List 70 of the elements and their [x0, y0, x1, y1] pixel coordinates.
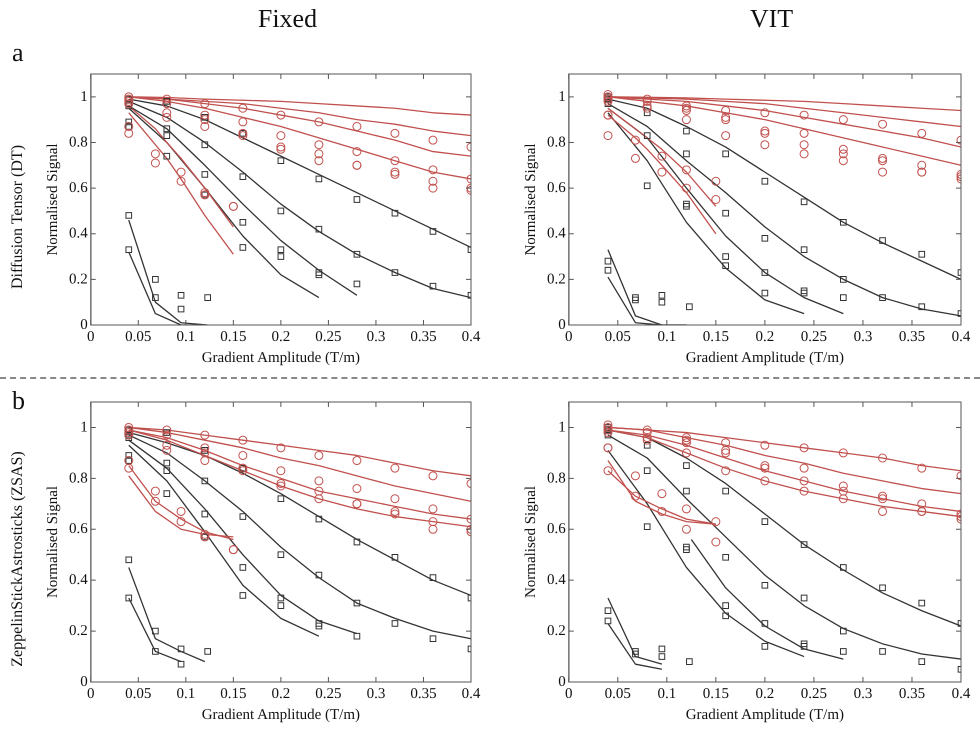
x-tick-label: 0.2: [272, 686, 290, 702]
x-tick-label: 0.3: [854, 328, 872, 345]
x-tick-label: 0.4: [462, 686, 481, 702]
text: b: [12, 386, 25, 416]
y-tick-label: 0.6: [69, 180, 88, 196]
y-tick-label: 1: [558, 419, 566, 436]
text: Diffusion Tensor (DT): [9, 144, 27, 289]
y-tick-label: 0.8: [69, 470, 88, 486]
y-tick-label: 0.4: [547, 572, 566, 588]
x-tick-label: 0.15: [702, 328, 729, 345]
chart-title: VIT: [748, 4, 794, 34]
y-tick-label: 0: [558, 316, 566, 333]
y-tick-label: 0: [80, 674, 88, 690]
y-tick-label: 0.2: [547, 271, 566, 288]
y-axis-title: Normalised Signal: [44, 143, 61, 256]
x-tick-label: 0.1: [176, 686, 196, 702]
y-tick-label: 1: [80, 88, 88, 105]
y-tick-label: 0.6: [547, 180, 566, 196]
x-tick-label: 0.2: [272, 328, 290, 345]
x-tick-label: 0.2: [756, 686, 774, 702]
y-tick-label: 1: [80, 419, 88, 436]
y-tick-label: 0.4: [69, 226, 88, 242]
x-tick-label: 0.15: [220, 686, 246, 702]
x-tick-label: 0.1: [657, 686, 676, 702]
x-tick-label: 0.3: [854, 686, 872, 702]
y-tick-label: 0.2: [69, 623, 88, 640]
y-axis-title: Normalised Signal: [522, 143, 539, 256]
text: ZeppelinStickAstrosticks (ZSAS): [9, 451, 27, 667]
x-tick-label: 0.35: [898, 328, 926, 345]
x-axis-title: Gradient Amplitude (T/m): [202, 706, 360, 723]
text: a: [12, 38, 24, 68]
x-tick-label: 0.35: [410, 686, 437, 702]
y-tick-label: 0.6: [69, 521, 88, 538]
x-tick-label: 0.4: [952, 686, 971, 702]
chart-title: Fixed: [256, 4, 318, 34]
y-tick-label: 0.6: [547, 521, 566, 538]
y-tick-label: 0.4: [69, 572, 88, 588]
x-tick-label: 0.15: [702, 686, 729, 702]
y-tick-label: 0.8: [547, 134, 566, 150]
x-tick-label: 0.05: [604, 328, 631, 345]
y-tick-label: 0: [558, 674, 566, 690]
x-tick-label: 0.35: [410, 328, 437, 345]
y-axis-title: Normalised Signal: [522, 486, 539, 598]
x-tick-label: 0.1: [176, 328, 196, 345]
x-tick-label: 0.3: [366, 686, 386, 702]
x-axis-title: Gradient Amplitude (T/m): [202, 350, 360, 366]
x-tick-label: 0.2: [756, 328, 774, 345]
x-tick-label: 0.25: [315, 328, 342, 345]
y-axis-title: Normalised Signal: [44, 486, 61, 598]
x-axis-title: Gradient Amplitude (T/m): [686, 706, 844, 723]
x-tick-label: 0.05: [125, 686, 152, 702]
x-tick-label: 0.05: [604, 686, 631, 702]
x-tick-label: 0.4: [952, 328, 971, 345]
y-tick-label: 0.2: [547, 623, 566, 640]
y-tick-label: 1: [558, 88, 566, 105]
y-tick-label: 0.2: [69, 271, 88, 288]
x-axis-title: Gradient Amplitude (T/m): [686, 350, 844, 366]
x-tick-label: 0.05: [125, 328, 152, 345]
y-tick-label: 0.8: [547, 470, 566, 486]
x-tick-label: 0.25: [800, 686, 828, 702]
x-tick-label: 0.25: [315, 686, 342, 702]
x-tick-label: 0.25: [800, 328, 828, 345]
x-tick-label: 0.15: [220, 328, 246, 345]
x-tick-label: 0.1: [657, 328, 676, 345]
y-tick-label: 0: [80, 316, 88, 333]
x-tick-label: 0.3: [366, 328, 386, 345]
x-tick-label: 0.35: [898, 686, 926, 702]
x-tick-label: 0.4: [462, 328, 481, 345]
y-tick-label: 0.8: [69, 134, 88, 150]
y-tick-label: 0.4: [547, 226, 566, 242]
